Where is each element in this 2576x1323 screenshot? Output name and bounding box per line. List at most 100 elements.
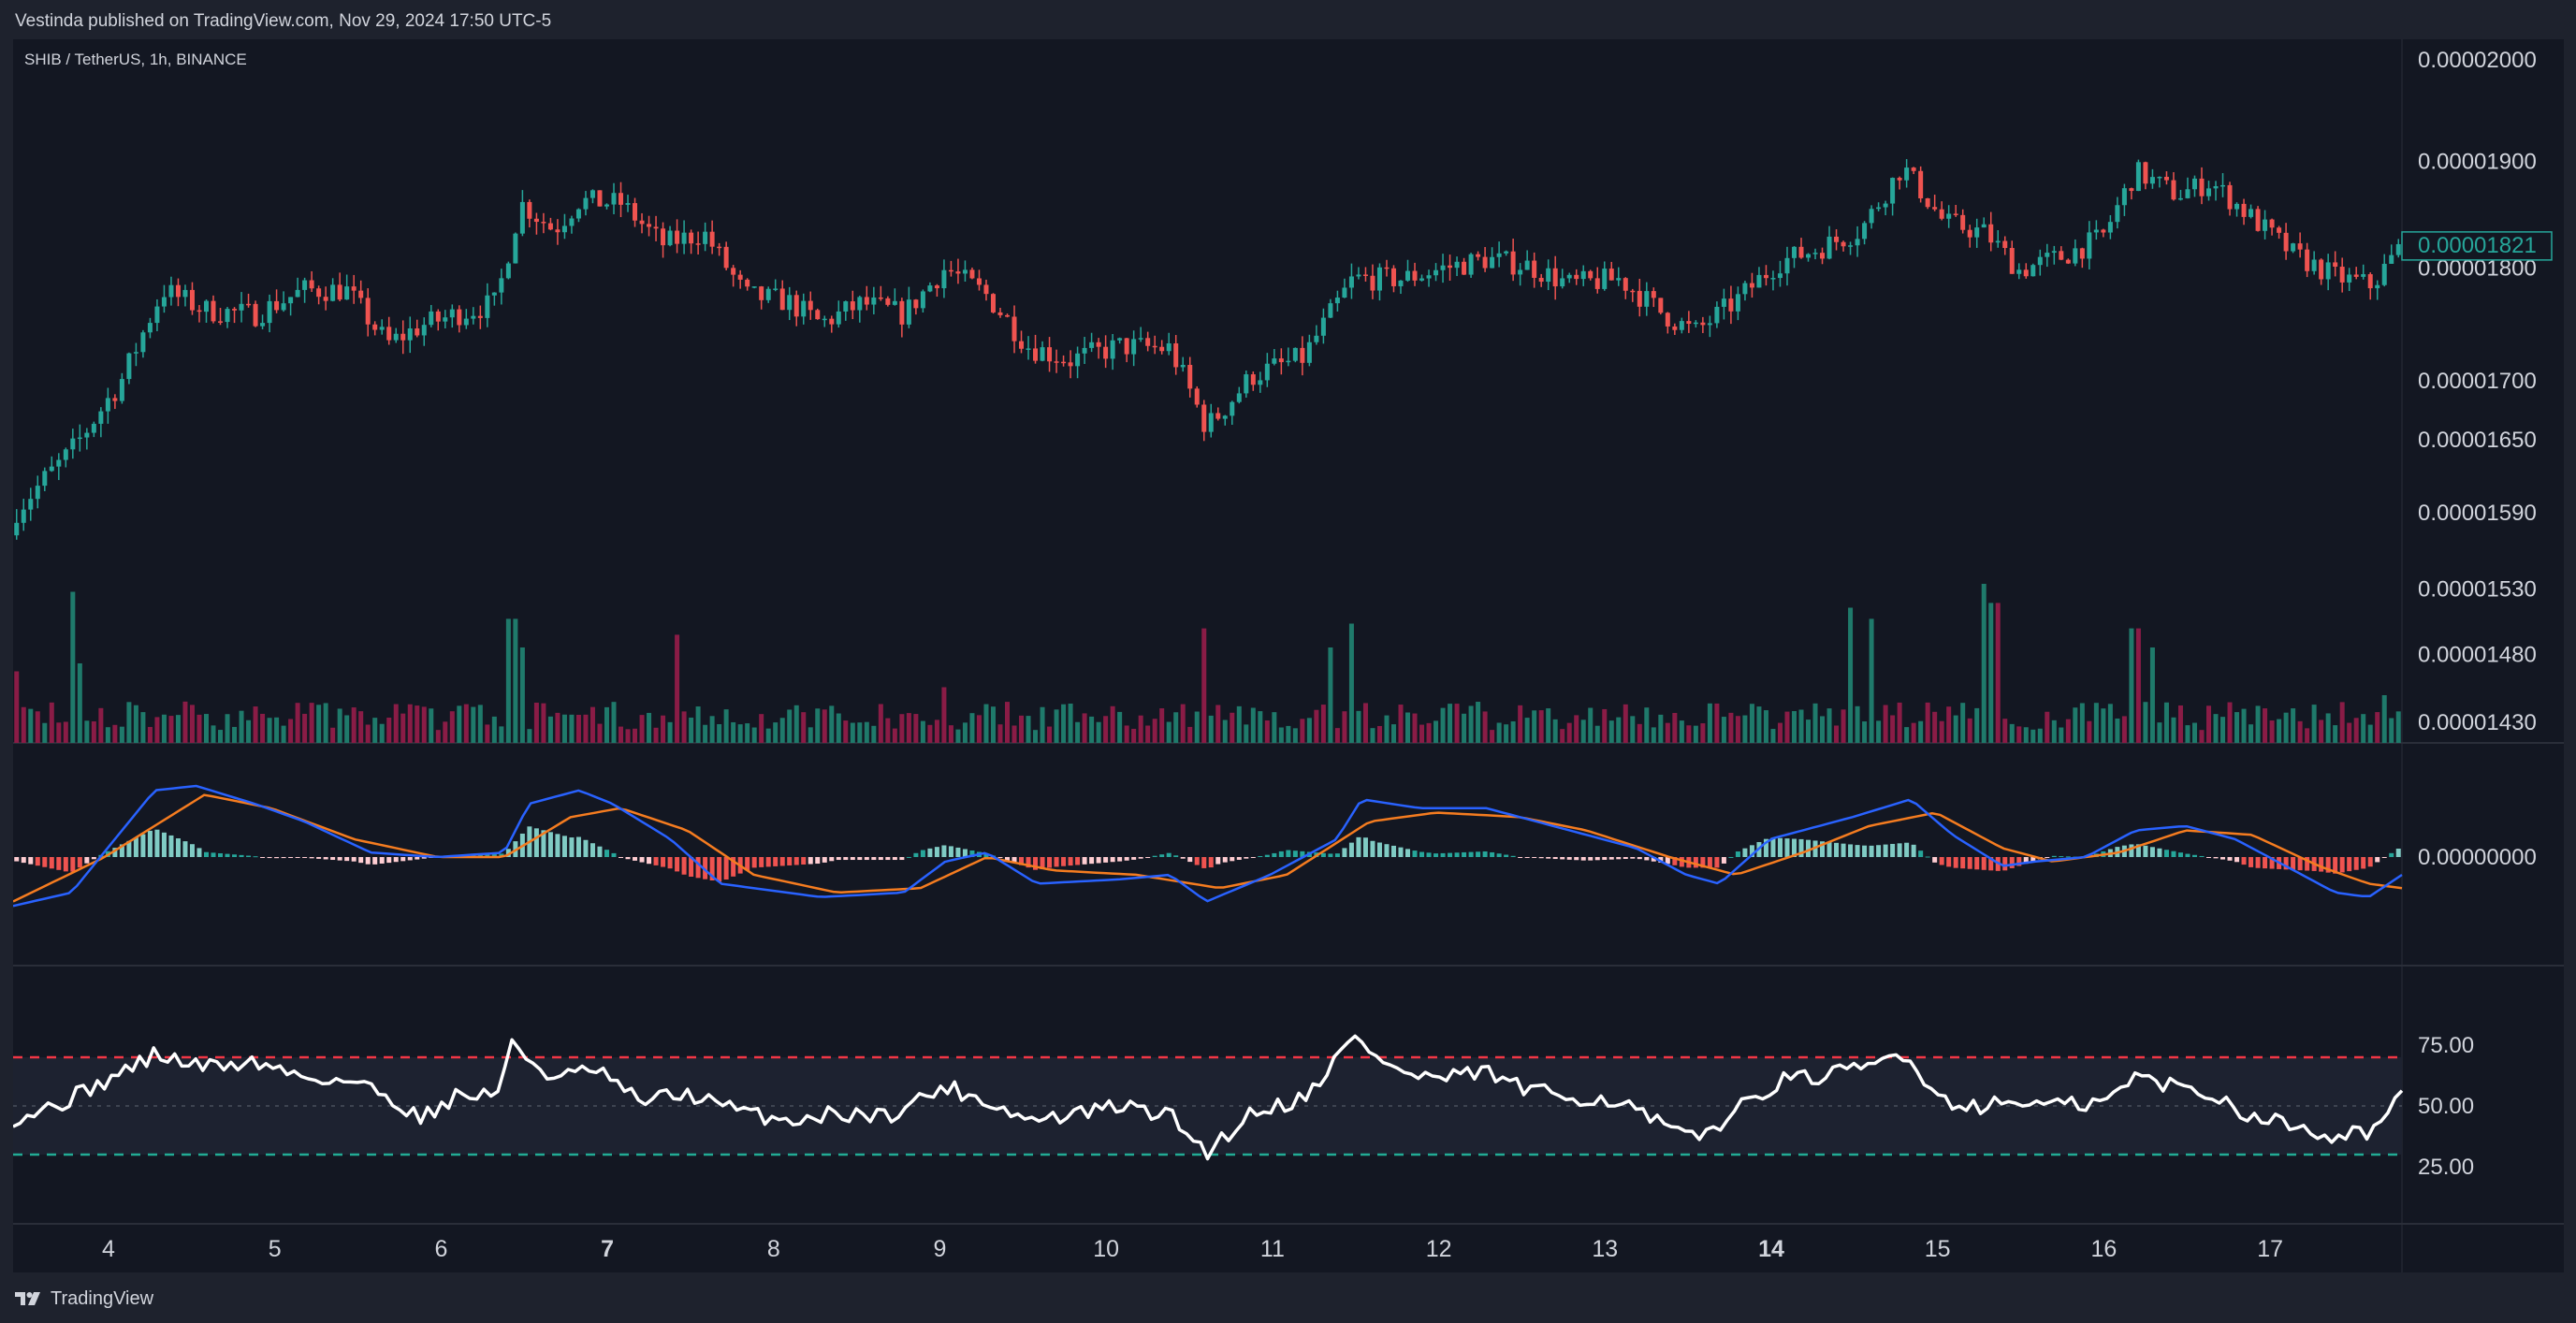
- volume-bar: [1904, 727, 1910, 743]
- macd-line: [12, 784, 2403, 908]
- candle-body: [1700, 322, 1706, 326]
- volume-bar: [864, 721, 869, 743]
- volume-bar: [2135, 628, 2141, 743]
- volume-bar: [1215, 705, 1221, 743]
- candle-body: [1791, 246, 1797, 258]
- candle-body: [1524, 260, 1530, 270]
- macd-histogram-bar: [133, 837, 138, 857]
- macd-histogram-bar: [2375, 857, 2380, 863]
- macd-histogram-bar: [1250, 857, 1256, 858]
- candle-body: [1482, 256, 1488, 269]
- volume-bar: [765, 728, 771, 743]
- macd-histogram-bar: [1201, 857, 1207, 868]
- volume-bar: [2213, 714, 2219, 743]
- candle-body: [1068, 362, 1073, 367]
- footer-brand[interactable]: TradingView: [13, 1284, 153, 1314]
- macd-histogram-bar: [1510, 855, 1516, 857]
- volume-bar: [203, 714, 209, 743]
- chart-svg[interactable]: 0.000020000.000019000.000018000.00001700…: [12, 39, 2564, 1272]
- candle-body: [154, 306, 160, 324]
- candle-body: [2101, 229, 2106, 233]
- candle-body: [1384, 267, 1390, 269]
- candle-body: [1995, 240, 2001, 243]
- macd-histogram-bar: [836, 857, 841, 861]
- volume-bar: [1222, 720, 1228, 743]
- volume-bar: [779, 718, 785, 743]
- macd-histogram-bar: [604, 850, 609, 857]
- macd-histogram-bar: [1110, 857, 1115, 863]
- candle-body: [1011, 316, 1017, 342]
- candle-body: [1876, 207, 1882, 210]
- macd-histogram-bar: [1939, 857, 1944, 865]
- macd-histogram-bar: [2199, 855, 2205, 857]
- macd-histogram-bar: [1448, 852, 1453, 857]
- macd-histogram-bar: [2135, 844, 2141, 857]
- candle-body: [2002, 240, 2008, 249]
- macd-histogram-bar: [2177, 852, 2183, 857]
- price-axis[interactable]: 0.000020000.000019000.000018000.00001700…: [2401, 48, 2553, 1180]
- candle-body: [1096, 342, 1101, 347]
- candle-body: [2333, 262, 2338, 268]
- volume-bar: [1574, 715, 1579, 743]
- candle-body: [689, 232, 694, 244]
- candle-body: [1145, 338, 1151, 346]
- candle-body: [1820, 253, 1826, 259]
- macd-histogram-bar: [21, 857, 26, 864]
- candle-body: [948, 269, 953, 272]
- candle-body: [1468, 254, 1474, 275]
- volume-bar: [1082, 713, 1087, 743]
- candle-body: [1812, 253, 1818, 254]
- candle-body: [1026, 348, 1031, 350]
- candle-body: [1967, 229, 1972, 238]
- candle-body: [513, 233, 518, 264]
- volume-bar: [246, 720, 252, 743]
- time-axis[interactable]: 4 5 6 7 8 9 10 11 12 13 14 15 16 17: [102, 1236, 2283, 1262]
- candle-body: [2030, 265, 2036, 277]
- macd-histogram-bar: [126, 840, 132, 857]
- candle-body: [274, 300, 280, 311]
- candle-body: [421, 325, 427, 336]
- candle-body: [189, 289, 195, 311]
- volume-bar: [1518, 705, 1523, 743]
- volume-bar: [1075, 721, 1081, 743]
- macd-histogram-bar: [2206, 857, 2212, 858]
- volume-bar: [365, 724, 371, 743]
- macd-histogram-bar: [765, 857, 771, 867]
- candle-body: [1398, 280, 1404, 286]
- candle-body: [1869, 209, 1874, 224]
- volume-bar: [878, 704, 883, 743]
- macd-histogram-bar: [77, 857, 82, 868]
- macd-histogram-bar: [1826, 842, 1832, 857]
- candle-body: [1159, 346, 1165, 352]
- candle-body: [1890, 178, 1896, 204]
- volume-bar: [1300, 719, 1305, 743]
- candle-body: [2213, 185, 2219, 189]
- macd-histogram-bar: [1658, 857, 1664, 863]
- macd-histogram-bar: [1476, 851, 1481, 857]
- volume-bar: [133, 705, 138, 743]
- candle-body: [2093, 229, 2099, 233]
- macd-histogram-bar: [1026, 857, 1031, 868]
- volume-bar: [1320, 705, 1326, 743]
- time-tick-label: 13: [1592, 1236, 1618, 1262]
- volume-bar: [633, 728, 638, 743]
- candle-body: [344, 286, 350, 300]
- volume-bar: [1869, 618, 1874, 743]
- chart-area[interactable]: 0.00002000 0.00001900 0.00001800 0.00001700…: [12, 39, 2564, 1272]
- macd-histogram-bar: [1440, 852, 1446, 857]
- volume-bar: [709, 716, 715, 743]
- candle-body: [1370, 275, 1375, 291]
- candle-body: [2367, 274, 2373, 289]
- volume-bar: [1510, 720, 1516, 743]
- macd-histogram-bar: [1616, 857, 1622, 860]
- macd-histogram-bar: [1974, 857, 1980, 870]
- macd-histogram-bar: [400, 857, 406, 862]
- macd-histogram-bar: [1187, 857, 1193, 863]
- macd-histogram-bar: [351, 857, 357, 862]
- macd-histogram-bar: [2002, 857, 2008, 871]
- macd-histogram-bar: [689, 857, 694, 877]
- macd-histogram-bar: [1806, 839, 1812, 857]
- volume-bar: [689, 717, 694, 743]
- volume-bar: [2016, 726, 2022, 743]
- candle-body: [1616, 278, 1622, 281]
